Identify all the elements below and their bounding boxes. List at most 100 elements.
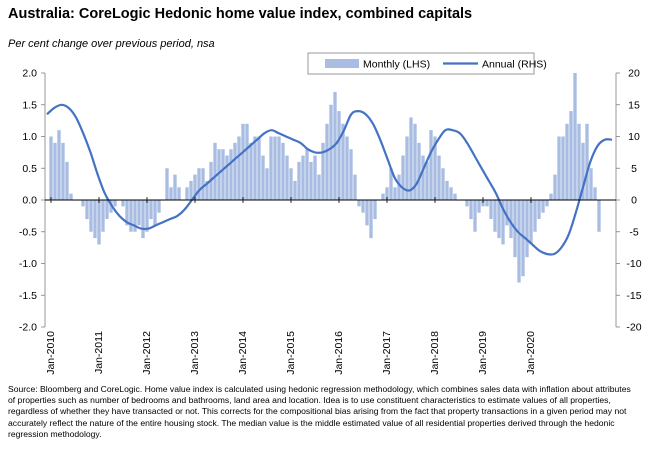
monthly-bar [245,123,249,200]
monthly-bar [185,187,189,200]
monthly-bar [321,142,325,200]
monthly-bar [301,155,305,200]
monthly-bar [329,104,333,200]
monthly-bar [233,142,237,200]
monthly-bar [265,168,269,200]
monthly-bar [573,73,577,200]
y-right-tick-label: 20 [628,68,640,80]
monthly-bar [113,200,117,207]
monthly-bar [237,136,241,200]
monthly-bar [545,200,549,207]
monthly-bar [257,136,261,200]
monthly-bar [153,200,157,226]
monthly-bar [565,123,569,200]
monthly-bar [337,111,341,200]
monthly-bar [585,123,589,200]
monthly-bar [317,174,321,200]
monthly-bar [477,200,481,213]
monthly-bar [557,136,561,200]
monthly-bar [305,149,309,200]
monthly-bar [453,193,457,200]
monthly-bar [205,180,209,200]
monthly-bar [157,200,161,213]
chart-subtitle: Per cent change over previous period, ns… [8,38,215,50]
y-left-tick-label: -2.0 [19,322,37,334]
axes: 2.0 1.5 1.0 0.5 0.0 -0.5 -1.0 -1.5 -2.0 20 15 10 5 0 -… [19,68,642,375]
x-tick-label: Jan-2010 [45,331,57,375]
y-right-tick-label: -10 [626,258,641,270]
monthly-bar [597,200,601,232]
y-right-tick-label: 10 [628,131,640,143]
monthly-bar [361,200,365,213]
monthly-bar [261,155,265,200]
monthly-bar [189,180,193,200]
monthly-bar [473,200,477,232]
monthly-bar [269,136,273,200]
monthly-bar [349,149,353,200]
monthly-bar [201,168,205,200]
monthly-bar [273,136,277,200]
y-right-tick-label: -15 [626,290,641,302]
y-right-tick-label: 0 [631,195,637,207]
monthly-bar [493,200,497,232]
monthly-bar [325,123,329,200]
monthly-bar [397,174,401,200]
monthly-bar [365,200,369,226]
x-tick-label: Jan-2018 [429,331,441,375]
monthly-bar [425,161,429,200]
monthly-bar [149,200,153,220]
monthly-bar [53,142,57,200]
x-tick-label: Jan-2011 [93,331,105,374]
y-right-tick-label: -20 [626,322,641,334]
y-right-tick-label: -5 [629,226,638,238]
monthly-bar [409,117,413,200]
monthly-bar [509,200,513,239]
x-tick-label: Jan-2012 [141,331,153,375]
monthly-bar [313,155,317,200]
y-left-tick-label: 1.0 [22,131,37,143]
monthly-bars [49,73,601,283]
monthly-bar [81,200,85,207]
monthly-bar [401,155,405,200]
x-tick-label: Jan-2015 [285,331,297,375]
legend: Monthly (LHS) Annual (RHS) [307,52,547,75]
monthly-bar [137,200,141,226]
monthly-bar [129,200,133,232]
monthly-bar [517,200,521,283]
monthly-bar [589,168,593,200]
monthly-bar [369,200,373,239]
monthly-bar [289,168,293,200]
monthly-bar [505,200,509,226]
monthly-bar [297,161,301,200]
monthly-bar [61,142,65,200]
monthly-bar [141,200,145,239]
monthly-bar [429,130,433,200]
x-tick-label: Jan-2016 [333,331,345,375]
monthly-bar [277,136,281,200]
monthly-bar [65,161,69,200]
monthly-bar [85,200,89,220]
monthly-bar [309,161,313,200]
legend-bar-swatch [325,59,359,68]
y-right-tick-label: 15 [628,99,640,111]
monthly-bar [497,200,501,239]
chart: 2.0 1.5 1.0 0.5 0.0 -0.5 -1.0 -1.5 -2.0 20 15 10 5 0 -… [19,52,642,375]
monthly-bar [93,200,97,239]
monthly-bar [281,142,285,200]
monthly-bar [413,123,417,200]
monthly-bar [549,193,553,200]
monthly-bar [381,193,385,200]
monthly-bar [373,200,377,220]
legend-label-monthly: Monthly (LHS) [363,59,430,71]
monthly-bar [101,200,105,232]
monthly-bar [341,123,345,200]
y-left-tick-label: 0.5 [22,163,37,175]
monthly-bar [173,174,177,200]
y-left-tick-label: -0.5 [19,226,37,238]
x-tick-label: Jan-2013 [189,331,201,375]
monthly-bar [165,168,169,200]
monthly-bar [541,200,545,213]
x-tick-label: Jan-2020 [525,331,537,375]
monthly-bar [553,174,557,200]
monthly-bar [561,136,565,200]
